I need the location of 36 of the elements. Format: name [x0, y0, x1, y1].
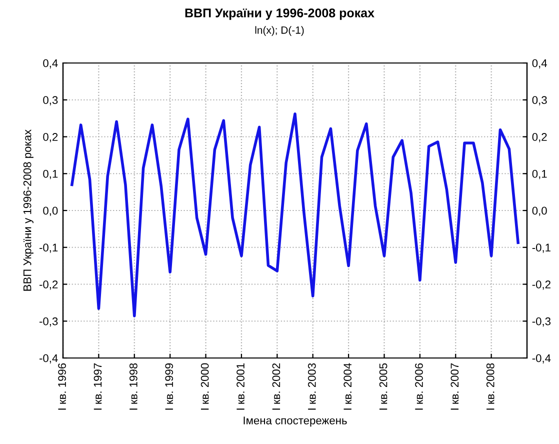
y2-tick-label: -0,2 [532, 280, 550, 290]
x-tick-label: I кв. 2007 [450, 363, 459, 410]
y-tick-label: 0,1 [43, 170, 58, 180]
y2-tick-label: 0,2 [532, 133, 547, 142]
x-tick-label: I кв. 1996 [58, 363, 66, 410]
y-tick-label: 0,4 [43, 59, 58, 68]
x-tick-label: I кв. 2000 [200, 363, 209, 410]
x-tick-label: I кв. 2004 [344, 363, 352, 410]
y-tick-label: 0,2 [43, 133, 58, 142]
y-tick-label: -0,3 [39, 317, 58, 327]
y-tick-label: -0,1 [39, 244, 58, 253]
y2-tick-label: -0,4 [532, 354, 551, 364]
y-tick-label: -0,4 [39, 354, 58, 364]
x-tick-label: I кв. 2001 [236, 363, 244, 410]
y2-tick-label: 0,0 [532, 206, 547, 216]
y-tick-label: 0,0 [43, 206, 58, 216]
y-tick-label: -0,2 [39, 280, 58, 290]
y-axis-title: ВВП України у 1996-2008 роках [23, 129, 34, 291]
y2-tick-label: -0,3 [532, 317, 551, 327]
x-tick-label: I кв. 2005 [379, 363, 388, 410]
y2-tick-label: 0,4 [532, 59, 547, 68]
line-series [70, 112, 520, 318]
chart-subtitle: ln(x); D(-1) [255, 26, 304, 36]
x-tick-label: I кв. 2008 [486, 363, 494, 410]
x-tick-label: I кв. 1999 [165, 363, 174, 410]
x-tick-label: I кв. 1997 [94, 363, 102, 410]
x-tick-label: I кв. 2002 [272, 363, 280, 410]
y2-tick-label: 0,1 [532, 170, 547, 180]
y2-tick-label: 0,3 [532, 96, 547, 106]
x-axis-title: Імена спостережень [244, 416, 347, 427]
x-tick-label: I кв. 2006 [415, 363, 423, 410]
y-tick-label: 0,3 [43, 96, 58, 106]
x-tick-label: I кв. 2003 [308, 363, 316, 410]
chart-title: ВВП України у 1996-2008 роках [185, 8, 374, 20]
y2-tick-label: -0,1 [532, 244, 550, 253]
x-tick-label: I кв. 1998 [130, 363, 138, 410]
